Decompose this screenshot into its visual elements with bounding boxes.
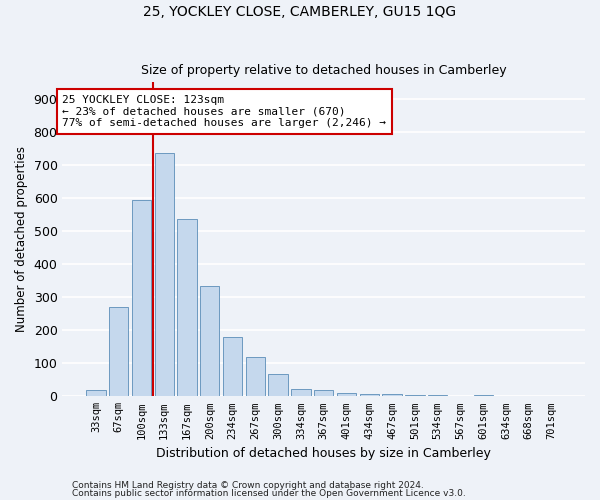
Bar bbox=[382, 394, 402, 396]
Text: 25 YOCKLEY CLOSE: 123sqm
← 23% of detached houses are smaller (670)
77% of semi-: 25 YOCKLEY CLOSE: 123sqm ← 23% of detach… bbox=[62, 95, 386, 128]
Bar bbox=[200, 286, 220, 397]
Bar bbox=[86, 390, 106, 396]
Bar bbox=[223, 338, 242, 396]
Bar bbox=[291, 389, 311, 396]
Text: Contains HM Land Registry data © Crown copyright and database right 2024.: Contains HM Land Registry data © Crown c… bbox=[72, 480, 424, 490]
Text: 25, YOCKLEY CLOSE, CAMBERLEY, GU15 1QG: 25, YOCKLEY CLOSE, CAMBERLEY, GU15 1QG bbox=[143, 5, 457, 19]
Text: Contains public sector information licensed under the Open Government Licence v3: Contains public sector information licen… bbox=[72, 489, 466, 498]
Bar bbox=[337, 393, 356, 396]
Bar bbox=[132, 200, 151, 396]
Bar bbox=[473, 394, 493, 396]
Bar bbox=[314, 390, 334, 396]
Bar bbox=[268, 374, 288, 396]
Bar bbox=[155, 154, 174, 396]
Bar bbox=[178, 220, 197, 396]
Title: Size of property relative to detached houses in Camberley: Size of property relative to detached ho… bbox=[141, 64, 506, 77]
X-axis label: Distribution of detached houses by size in Camberley: Distribution of detached houses by size … bbox=[156, 447, 491, 460]
Bar bbox=[359, 394, 379, 396]
Bar bbox=[109, 307, 128, 396]
Bar bbox=[428, 394, 448, 396]
Bar bbox=[245, 358, 265, 397]
Bar bbox=[405, 394, 425, 396]
Y-axis label: Number of detached properties: Number of detached properties bbox=[15, 146, 28, 332]
